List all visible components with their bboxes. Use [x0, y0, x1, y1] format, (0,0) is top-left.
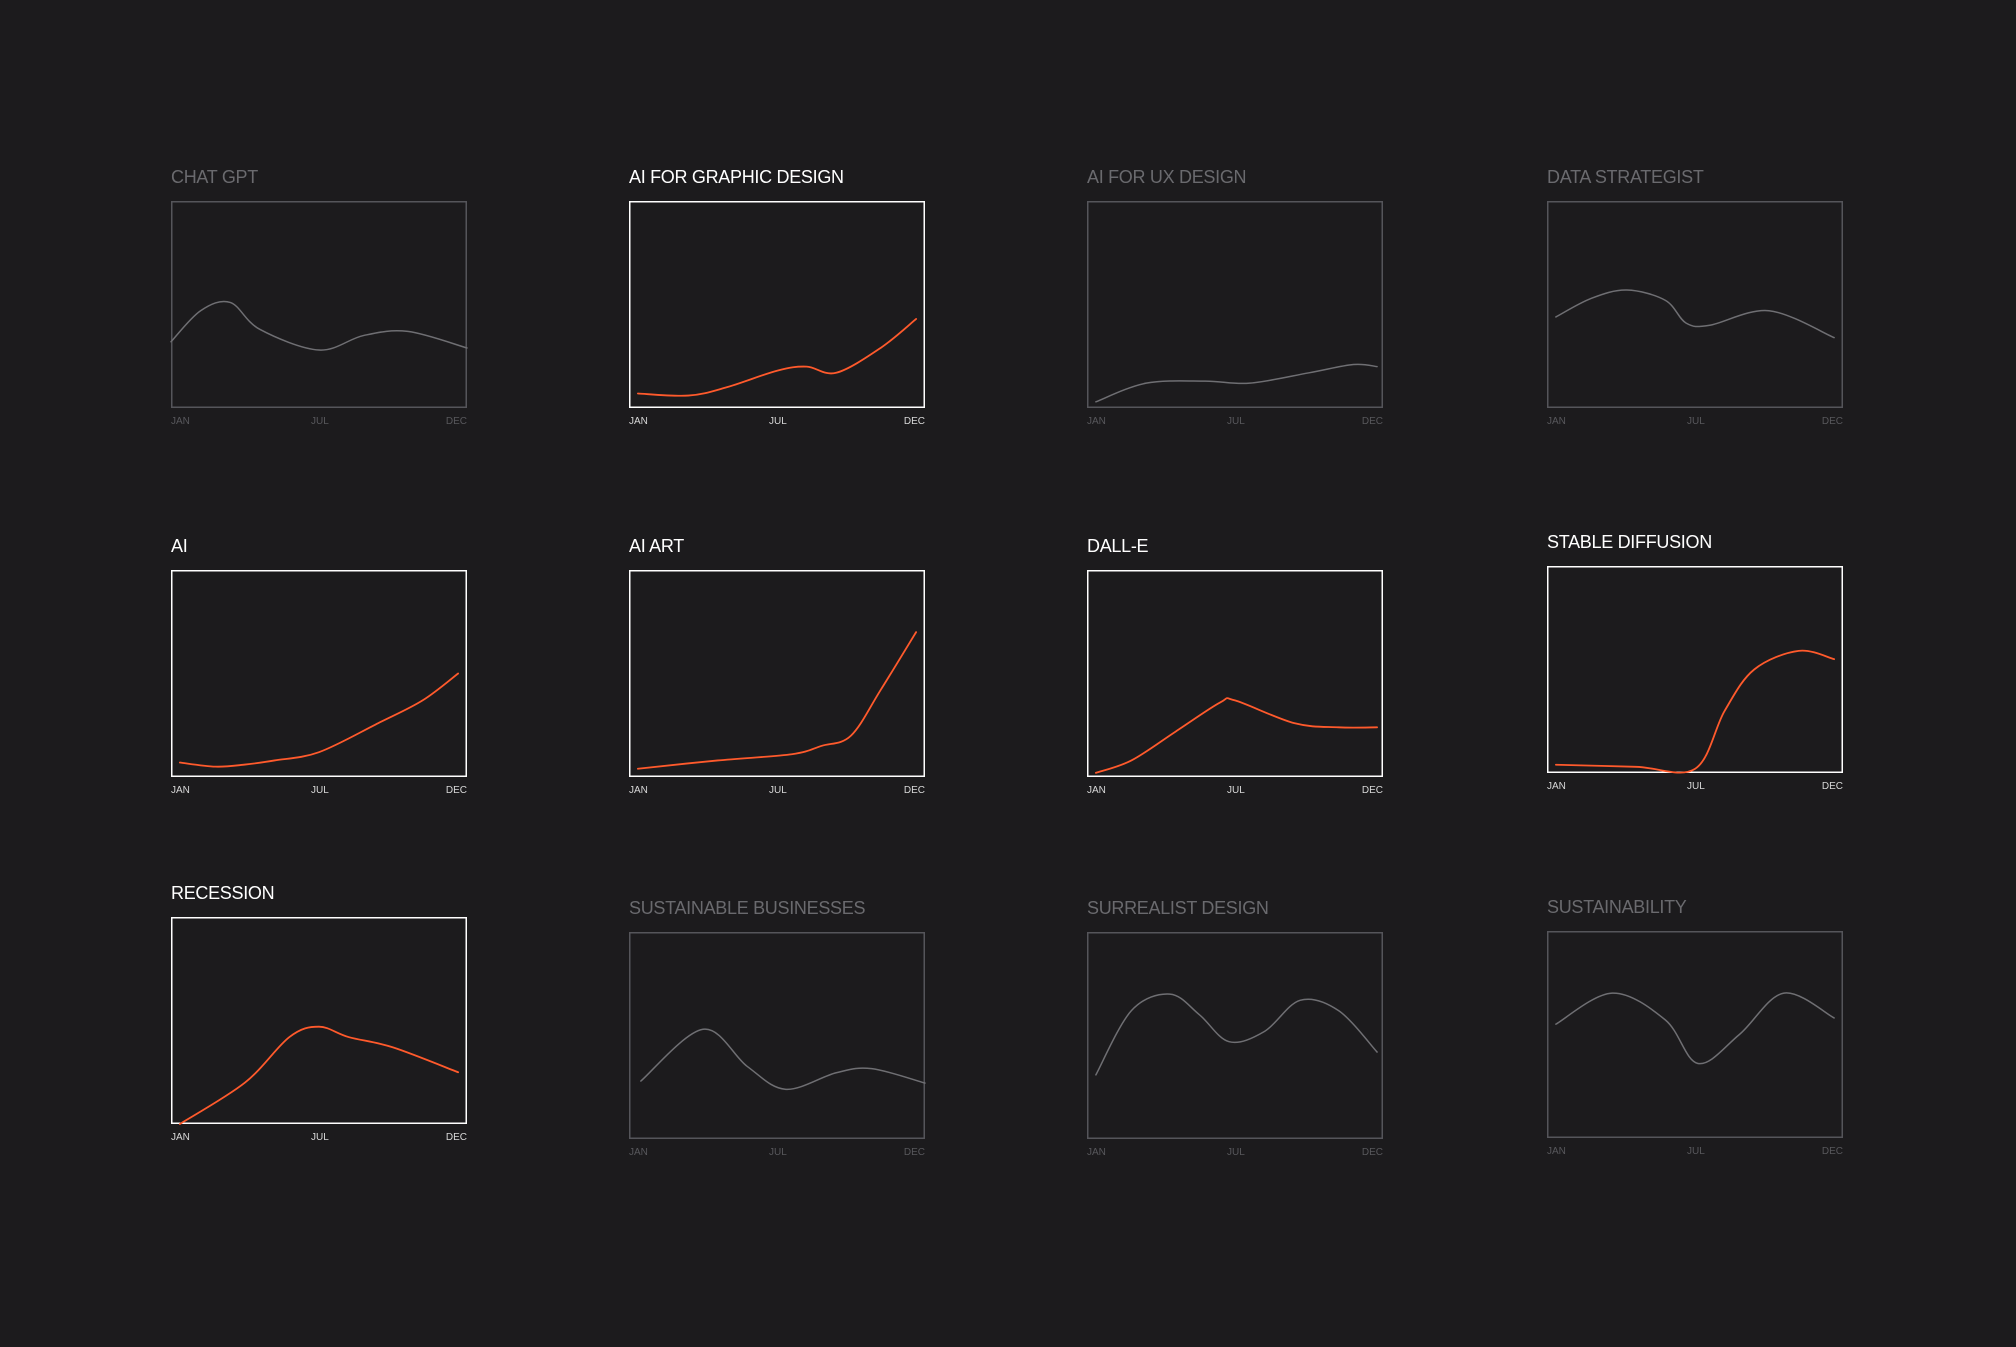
chart-plot: JAN JUL DEC	[1087, 932, 1383, 1158]
chart-plot: JAN JUL DEC	[171, 570, 467, 796]
chart-frame	[1547, 201, 1843, 408]
chart-title: SUSTAINABILITY	[1547, 897, 1687, 917]
x-tick-label: JUL	[1227, 1147, 1245, 1158]
chart-plot: JAN JUL DEC	[629, 570, 925, 796]
x-tick-label: JAN	[1087, 785, 1106, 796]
chart-card-chat-gpt: CHAT GPT JAN JUL DEC	[170, 164, 468, 432]
chart-plot: JAN JUL DEC	[1547, 931, 1843, 1157]
x-tick-label: JUL	[311, 785, 329, 796]
x-tick-label: DEC	[446, 416, 467, 427]
x-tick-label: JUL	[1687, 781, 1705, 792]
chart-frame	[1547, 931, 1843, 1138]
chart-frame	[171, 201, 467, 408]
chart-title: DATA STRATEGIST	[1547, 167, 1704, 187]
x-tick-label: JAN	[1087, 1147, 1106, 1158]
trend-line	[1094, 697, 1378, 774]
x-tick-label: JUL	[1687, 416, 1705, 427]
chart-frame	[629, 201, 925, 408]
x-tick-label: JAN	[1547, 781, 1566, 792]
x-tick-label: JUL	[311, 416, 329, 427]
chart-title: SURREALIST DESIGN	[1087, 898, 1269, 918]
x-tick-label: JUL	[769, 416, 787, 427]
chart-card-dall-e: DALL-E JAN JUL DEC	[1087, 533, 1383, 801]
chart-card-ai-art: AI ART JAN JUL DEC	[629, 533, 925, 801]
x-tick-label: JUL	[769, 1147, 787, 1158]
x-tick-label: JAN	[629, 416, 648, 427]
chart-title: STABLE DIFFUSION	[1547, 532, 1712, 552]
trend-line	[1554, 649, 1836, 774]
chart-card-sustainable-businesses: SUSTAINABLE BUSINESSES JAN JUL DEC	[629, 895, 926, 1163]
chart-title: AI ART	[629, 536, 684, 556]
chart-plot: JAN JUL DEC	[171, 917, 467, 1143]
chart-card-data-strategist: DATA STRATEGIST JAN JUL DEC	[1547, 164, 1843, 432]
chart-frame	[171, 917, 467, 1124]
x-tick-label: JAN	[171, 785, 190, 796]
x-tick-label: DEC	[1822, 1146, 1843, 1157]
chart-plot: JAN JUL DEC	[170, 201, 468, 427]
chart-card-stable-diffusion: STABLE DIFFUSION JAN JUL DEC	[1547, 529, 1843, 797]
x-tick-label: JAN	[171, 416, 190, 427]
x-tick-label: DEC	[1822, 416, 1843, 427]
x-tick-label: JAN	[629, 1147, 648, 1158]
chart-plot: JAN JUL DEC	[1547, 201, 1843, 427]
x-tick-label: JAN	[629, 785, 648, 796]
chart-card-ai-for-ux-design: AI FOR UX DESIGN JAN JUL DEC	[1087, 164, 1383, 432]
trend-line	[636, 631, 918, 770]
x-tick-label: DEC	[1822, 781, 1843, 792]
chart-plot: JAN JUL DEC	[1087, 201, 1383, 427]
chart-frame	[629, 932, 925, 1139]
chart-frame	[1547, 566, 1843, 773]
trend-line	[1095, 363, 1378, 403]
chart-title: AI FOR GRAPHIC DESIGN	[629, 167, 844, 187]
trend-line	[1555, 289, 1835, 339]
chart-title: DALL-E	[1087, 536, 1149, 556]
trend-line	[636, 318, 918, 397]
chart-title: CHAT GPT	[171, 167, 258, 187]
chart-card-ai-for-graphic-design: AI FOR GRAPHIC DESIGN JAN JUL DEC	[629, 164, 925, 432]
x-tick-label: JAN	[1547, 1146, 1566, 1157]
chart-title: AI	[171, 536, 188, 556]
trend-line	[178, 1025, 460, 1125]
x-tick-label: JUL	[311, 1132, 329, 1143]
x-tick-label: JUL	[1227, 416, 1245, 427]
trend-line	[640, 1028, 926, 1091]
x-tick-label: DEC	[1362, 785, 1383, 796]
chart-frame	[1087, 932, 1383, 1139]
chart-plot: JAN JUL DEC	[629, 201, 925, 427]
trend-line	[178, 672, 460, 768]
x-tick-label: DEC	[1362, 416, 1383, 427]
chart-card-sustainability: SUSTAINABILITY JAN JUL DEC	[1547, 894, 1843, 1162]
x-tick-label: DEC	[904, 785, 925, 796]
x-tick-label: JAN	[171, 1132, 190, 1143]
chart-frame	[1087, 570, 1383, 777]
x-tick-label: JUL	[769, 785, 787, 796]
chart-card-ai: AI JAN JUL DEC	[171, 533, 467, 801]
x-tick-label: DEC	[904, 416, 925, 427]
trend-line	[1555, 992, 1835, 1065]
chart-frame	[629, 570, 925, 777]
chart-frame	[171, 570, 467, 777]
trend-line	[1095, 993, 1378, 1076]
x-tick-label: JAN	[1087, 416, 1106, 427]
x-tick-label: DEC	[446, 785, 467, 796]
chart-title: SUSTAINABLE BUSINESSES	[629, 898, 866, 918]
chart-title: RECESSION	[171, 883, 275, 903]
chart-title: AI FOR UX DESIGN	[1087, 167, 1247, 187]
chart-card-recession: RECESSION JAN JUL DEC	[171, 880, 467, 1148]
x-tick-label: JAN	[1547, 416, 1566, 427]
trend-line	[170, 300, 468, 351]
x-tick-label: JUL	[1227, 785, 1245, 796]
chart-frame	[1087, 201, 1383, 408]
x-tick-label: JUL	[1687, 1146, 1705, 1157]
chart-plot: JAN JUL DEC	[1087, 570, 1383, 796]
x-tick-label: DEC	[1362, 1147, 1383, 1158]
chart-card-surrealist-design: SURREALIST DESIGN JAN JUL DEC	[1087, 895, 1383, 1163]
chart-plot: JAN JUL DEC	[1547, 566, 1843, 792]
chart-plot: JAN JUL DEC	[629, 932, 926, 1158]
x-tick-label: DEC	[446, 1132, 467, 1143]
x-tick-label: DEC	[904, 1147, 925, 1158]
